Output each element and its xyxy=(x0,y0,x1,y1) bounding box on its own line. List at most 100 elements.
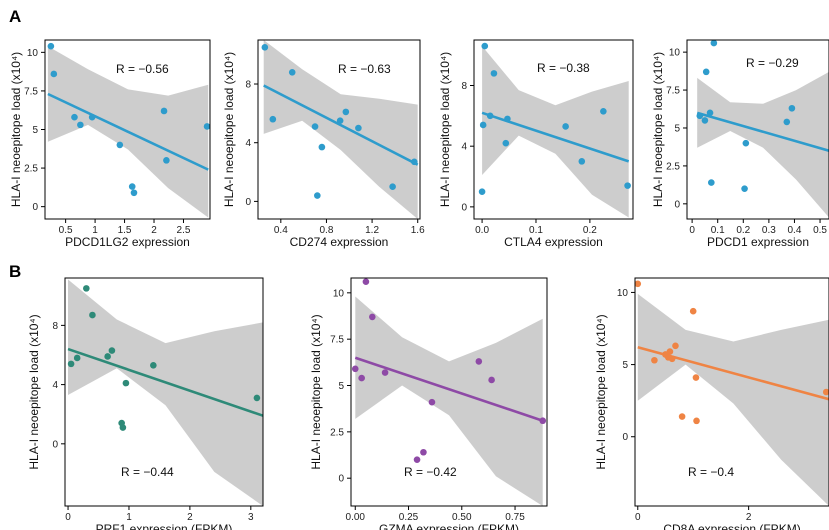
regression-line xyxy=(354,356,544,422)
data-point xyxy=(130,189,138,197)
data-point xyxy=(479,121,487,129)
data-point xyxy=(710,39,718,47)
y-tick-label: 2.5 xyxy=(24,164,38,175)
confidence-band xyxy=(68,279,263,506)
y-tick-label: 10 xyxy=(27,48,39,59)
data-point xyxy=(122,379,130,387)
correlation-annotation: R = −0.38 xyxy=(537,61,590,75)
scatter-plot-1: 0.5 1 1.5 2 2.5 0 2.5 5 7.5 10 PDCD1LG2 expression… xyxy=(9,39,211,249)
data-point xyxy=(420,448,427,456)
x-tick-label: 1 xyxy=(126,512,132,523)
data-point xyxy=(478,188,486,195)
data-point xyxy=(203,123,211,130)
x-tick-label: 0 xyxy=(65,512,71,523)
data-point xyxy=(288,68,296,76)
data-point xyxy=(504,115,511,123)
y-tick-label: 0 xyxy=(338,474,344,485)
correlation-annotation: R = −0.63 xyxy=(338,62,391,76)
regression-line xyxy=(67,347,263,417)
x-axis-label: PDCD1LG2 expression xyxy=(65,235,190,249)
data-point xyxy=(358,374,365,382)
x-tick-label: 2 xyxy=(151,225,157,236)
x-axis-label: PDCD1 expression xyxy=(707,235,809,249)
data-point xyxy=(336,117,344,124)
y-tick-label: 5 xyxy=(674,123,680,134)
data-point xyxy=(668,355,676,363)
data-point xyxy=(318,143,326,151)
confidence-band xyxy=(637,293,829,506)
data-point xyxy=(539,417,547,425)
data-point xyxy=(578,158,586,165)
data-point xyxy=(83,285,90,292)
y-tick-label: 8 xyxy=(461,81,467,92)
data-point xyxy=(502,139,510,147)
regression-line xyxy=(47,92,209,171)
y-axis-label: HLA-I neoepitope load (x10⁴) xyxy=(9,52,23,207)
confidence-band xyxy=(482,46,629,218)
panel-letter-a: A xyxy=(9,7,21,26)
data-point xyxy=(788,104,796,112)
x-tick-label: 1.2 xyxy=(365,225,379,236)
x-tick-label: 0.25 xyxy=(399,512,419,523)
y-tick-label: 5 xyxy=(622,360,628,371)
x-tick-label: 0.1 xyxy=(529,225,543,236)
data-point xyxy=(413,456,421,463)
scatter-plot-6: 0.00 0.25 0.50 0.75 0 2.5 5 7.5 10 GZMA expressio… xyxy=(309,277,548,530)
y-tick-label: 4 xyxy=(245,138,251,149)
data-point xyxy=(362,278,370,286)
scatter-plot-4: 0 0.1 0.2 0.3 0.4 0.5 0 2.5 5 7.5 10 PDCD1 expressi… xyxy=(651,39,829,249)
plot-frame xyxy=(686,39,829,220)
y-tick-label: 7.5 xyxy=(24,86,38,97)
x-tick-label: 0.00 xyxy=(346,512,366,523)
plot-frame xyxy=(257,39,421,220)
data-point xyxy=(89,311,96,319)
x-tick-label: 0.0 xyxy=(475,225,489,236)
y-tick-label: 2.5 xyxy=(666,161,680,172)
data-point xyxy=(706,109,714,117)
data-point xyxy=(692,374,700,381)
x-tick-label: 0.2 xyxy=(736,225,750,236)
data-point xyxy=(116,141,124,149)
y-tick-label: 0 xyxy=(52,439,58,450)
x-tick-label: 2 xyxy=(187,512,193,523)
scatter-plot-3: 0.0 0.1 0.2 0 4 8 CTLA4 expression HLA-I neoepi… xyxy=(438,39,634,249)
y-tick-label: 4 xyxy=(461,142,467,153)
data-point xyxy=(651,356,658,364)
x-tick-label: 0.75 xyxy=(505,512,525,523)
y-axis-label: HLA-I neoepitope load (x10⁴) xyxy=(594,314,608,469)
plot-frame xyxy=(634,277,829,507)
data-point xyxy=(488,376,495,384)
correlation-annotation: R = −0.29 xyxy=(746,56,799,70)
data-point xyxy=(475,358,483,365)
data-point xyxy=(696,112,704,120)
correlation-annotation: R = −0.56 xyxy=(116,62,169,76)
y-tick-label: 10 xyxy=(617,288,629,299)
data-point xyxy=(742,139,750,147)
data-point xyxy=(150,362,157,369)
x-tick-label: 3 xyxy=(248,512,254,523)
y-tick-label: 8 xyxy=(52,321,58,332)
y-tick-label: 10 xyxy=(333,288,345,299)
data-point xyxy=(108,347,116,354)
y-tick-label: 10 xyxy=(669,48,681,59)
data-point xyxy=(311,123,319,130)
x-tick-label: 1.5 xyxy=(118,225,132,236)
x-axis-label: PRF1 expression (FPKM) xyxy=(96,522,233,530)
y-tick-label: 0 xyxy=(674,199,680,210)
y-tick-label: 0 xyxy=(461,202,467,213)
x-tick-label: 0.4 xyxy=(788,225,802,236)
data-point xyxy=(689,307,697,315)
data-point xyxy=(73,354,81,362)
data-point xyxy=(77,121,84,129)
data-point xyxy=(708,179,715,186)
data-point xyxy=(672,342,679,350)
y-axis-label: HLA-I neoepitope load (x10⁴) xyxy=(438,52,452,207)
x-axis-label: GZMA expression (FPKM) xyxy=(379,522,519,530)
data-point xyxy=(314,192,321,199)
confidence-band xyxy=(697,71,829,218)
data-point xyxy=(490,70,498,77)
correlation-annotation: R = −0.4 xyxy=(688,465,734,479)
x-tick-label: 2.5 xyxy=(177,225,191,236)
x-tick-label: 0.1 xyxy=(711,225,725,236)
